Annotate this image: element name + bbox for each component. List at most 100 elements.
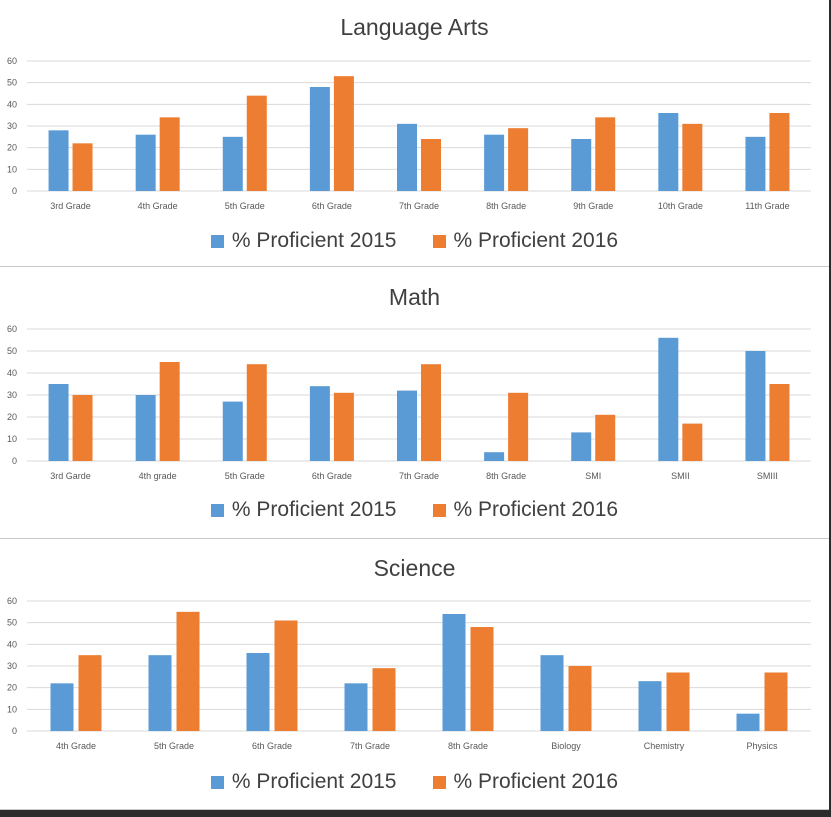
y-tick-label: 50 — [7, 618, 17, 628]
bar-2015 — [148, 655, 172, 731]
bar-2016 — [421, 364, 441, 461]
bar-2015 — [50, 683, 74, 731]
y-tick-label: 60 — [7, 56, 17, 66]
legend-swatch-2015 — [210, 775, 224, 789]
chart-plot-science: 0 10 20 30 40 50 60 4th Grade 5th Grade 6th Grade… — [7, 596, 811, 751]
legend-swatch-2016 — [432, 775, 446, 789]
bar-2015 — [135, 134, 156, 191]
bar-2015 — [484, 452, 505, 461]
x-tick-label: 5th Grade — [225, 471, 265, 481]
bar-2016 — [595, 117, 616, 191]
x-tick-label: 6th Grade — [312, 201, 352, 211]
x-tick-label: SMII — [671, 471, 690, 481]
y-tick-label: 50 — [7, 78, 17, 88]
y-tick-label: 30 — [7, 121, 17, 131]
bar-2015 — [309, 87, 330, 191]
y-tick-label: 60 — [7, 596, 17, 606]
legend-label-2015: % Proficient 2015 — [231, 770, 397, 793]
x-tick-label: 6th Grade — [312, 471, 352, 481]
y-tick-label: 0 — [12, 186, 17, 196]
bar-2015 — [658, 113, 679, 191]
x-tick-label: 4th Grade — [138, 201, 178, 211]
x-tick-label: Physics — [746, 741, 778, 751]
y-tick-label: 0 — [12, 456, 17, 466]
bar-2016 — [682, 423, 703, 461]
x-tick-label: 8th Grade — [486, 471, 526, 481]
bar-2016 — [72, 143, 93, 191]
bar-2015 — [48, 130, 69, 191]
chart-panel-math: Math 0 10 20 30 40 50 60 3rd Garde 4th grade 5th … — [0, 267, 829, 539]
bar-2015 — [571, 432, 592, 461]
bar-2016 — [666, 672, 690, 731]
x-tick-label: 6th Grade — [252, 741, 292, 751]
bar-2015 — [222, 401, 243, 461]
bar-2015 — [571, 139, 592, 191]
bar-2016 — [333, 392, 354, 461]
legend-item-2015: % Proficient 2015 — [210, 229, 397, 253]
x-tick-label: 7th Grade — [350, 741, 390, 751]
bar-2015 — [638, 681, 662, 731]
x-tick-label: SMIII — [757, 471, 778, 481]
y-tick-label: 30 — [7, 661, 17, 671]
y-tick-label: 10 — [7, 164, 17, 174]
bar-2016 — [274, 620, 298, 731]
bar-2016 — [246, 95, 267, 191]
bar-2015 — [736, 713, 760, 731]
x-tick-label: 8th Grade — [448, 741, 488, 751]
y-tick-label: 20 — [7, 143, 17, 153]
y-tick-label: 30 — [7, 390, 17, 400]
x-tick-label: 11th Grade — [745, 201, 789, 211]
bar-2015 — [397, 390, 417, 461]
legend-item-2015: % Proficient 2015 — [210, 498, 397, 522]
chart-title: Science — [373, 555, 456, 581]
bar-2015 — [135, 395, 156, 461]
legend-label-2016: % Proficient 2016 — [453, 498, 619, 521]
bar-2016 — [508, 392, 529, 461]
x-tick-label: 5th Grade — [154, 741, 194, 751]
bar-2015 — [484, 134, 505, 191]
bar-2016 — [159, 362, 180, 461]
bar-2015 — [658, 337, 679, 461]
bar-2015 — [309, 386, 330, 461]
bar-2015 — [344, 683, 368, 731]
legend-swatch-2016 — [432, 234, 446, 248]
chart-title: Math — [388, 284, 441, 310]
x-tick-label: 4th grade — [139, 471, 177, 481]
legend-swatch-2016 — [432, 503, 446, 517]
bar-2015 — [246, 653, 270, 731]
bar-2016 — [595, 414, 616, 461]
chart-plot-math: 0 10 20 30 40 50 60 3rd Garde 4th grade 5th Grade… — [7, 324, 811, 481]
bar-2016 — [78, 655, 102, 731]
bar-2016 — [333, 76, 354, 191]
bar-2016 — [769, 113, 790, 191]
bar-2016 — [246, 364, 267, 461]
x-tick-label: SMI — [585, 471, 601, 481]
x-tick-label: 9th Grade — [573, 201, 613, 211]
y-tick-label: 40 — [7, 639, 17, 649]
bar-2015 — [397, 123, 417, 191]
legend-label-2016: % Proficient 2016 — [453, 770, 619, 793]
legend-label-2015: % Proficient 2015 — [231, 229, 397, 252]
chart-panel-science: Science 0 10 20 30 40 50 60 4th Grade 5th Grade 6… — [0, 539, 829, 810]
legend-label-2015: % Proficient 2015 — [231, 498, 397, 521]
legend-item-2015: % Proficient 2015 — [210, 770, 397, 794]
y-tick-label: 60 — [7, 324, 17, 334]
chart-legend: % Proficient 2015 % Proficient 2016 — [0, 498, 829, 522]
bar-2016 — [508, 128, 529, 191]
x-tick-label: 5th Grade — [225, 201, 265, 211]
chart-legend: % Proficient 2015 % Proficient 2016 — [0, 229, 829, 253]
chart-plot-language-arts: 0 10 20 30 40 50 60 3rd Grade 4th Grade 5th Grade… — [7, 56, 811, 211]
bar-2016 — [682, 123, 703, 191]
legend-swatch-2015 — [210, 234, 224, 248]
bar-2016 — [372, 668, 396, 731]
bar-2015 — [222, 136, 243, 191]
bar-2016 — [470, 627, 494, 731]
y-tick-label: 20 — [7, 412, 17, 422]
y-tick-label: 10 — [7, 434, 17, 444]
legend-swatch-2015 — [210, 503, 224, 517]
bar-2016 — [176, 611, 200, 731]
bar-2015 — [745, 136, 766, 191]
bar-2016 — [72, 395, 93, 461]
y-tick-label: 40 — [7, 99, 17, 109]
x-tick-label: 10th Grade — [658, 201, 703, 211]
